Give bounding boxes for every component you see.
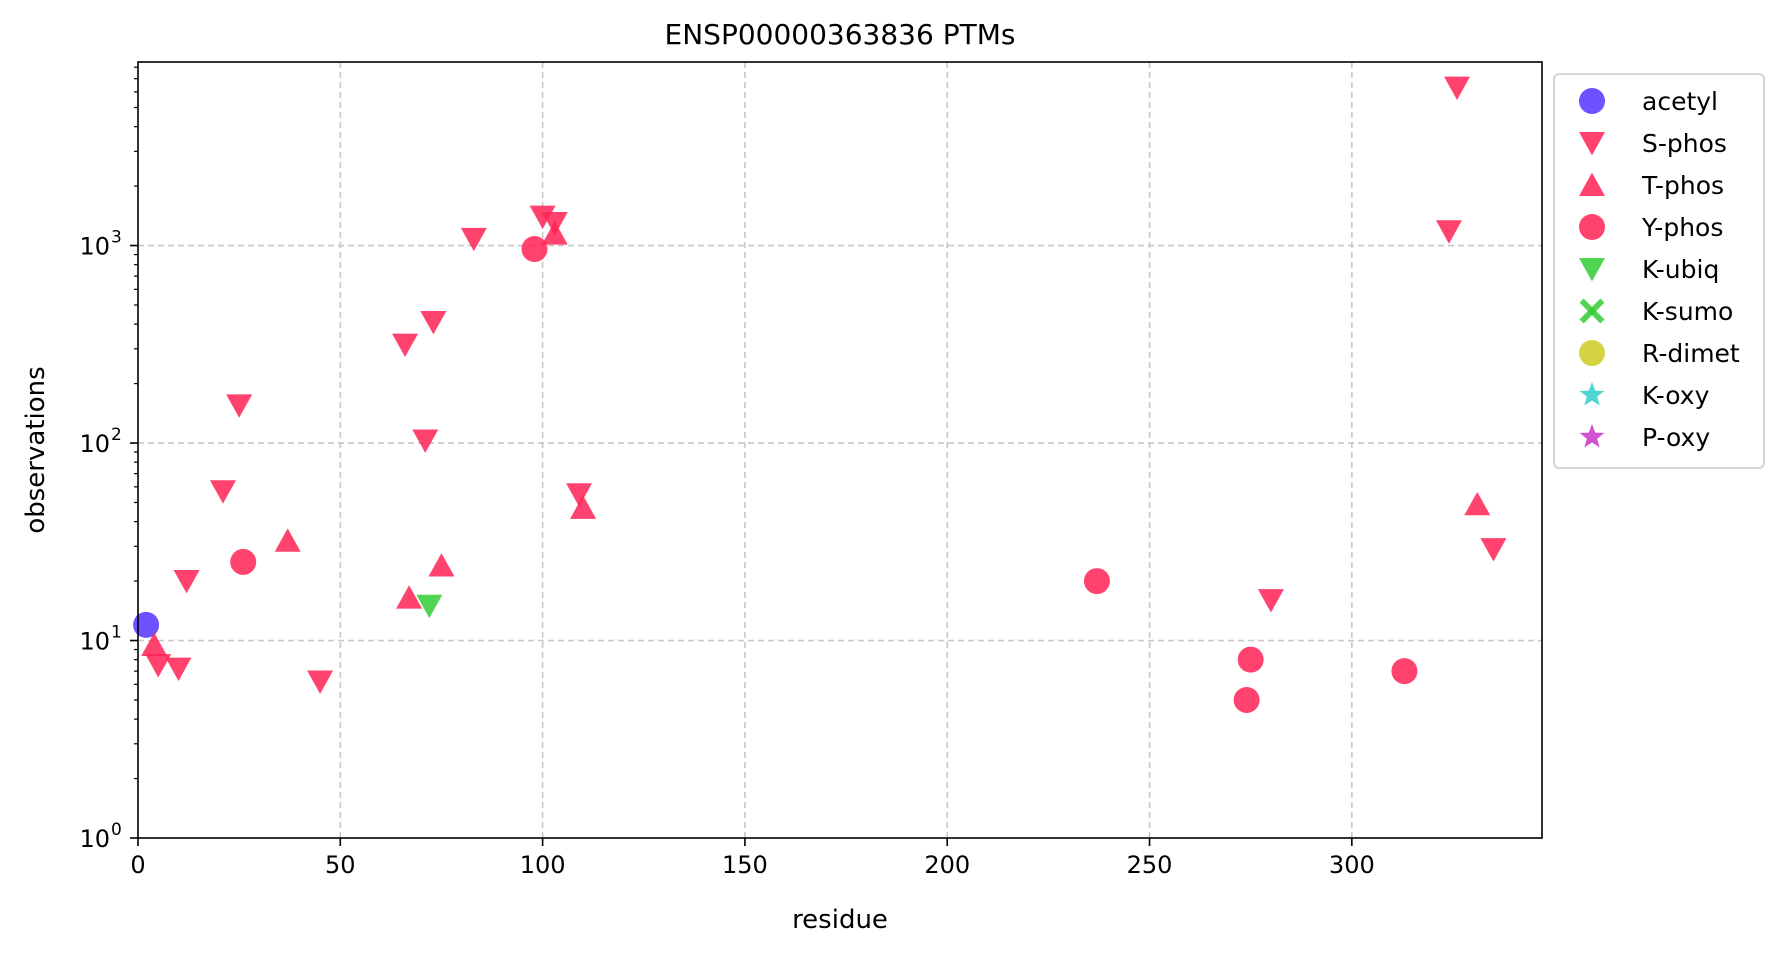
legend-marker-t-phos — [1579, 172, 1605, 197]
legend-marker-k-oxy — [1579, 382, 1605, 406]
legend-marker-acetyl — [1579, 88, 1605, 114]
point-s-phos — [307, 670, 334, 694]
point-y-phos — [1391, 658, 1418, 685]
point-s-phos — [209, 480, 236, 504]
point-s-phos — [1444, 76, 1471, 101]
x-tick-label: 300 — [1329, 851, 1375, 879]
legend-label-r-dimet: R-dimet — [1642, 339, 1740, 368]
x-tick-label: 200 — [924, 851, 970, 879]
y-tick-label: 10 — [79, 430, 110, 458]
y-tick-exponent: 3 — [111, 228, 122, 248]
legend-marker-p-oxy — [1579, 424, 1605, 448]
legend-label-k-sumo: K-sumo — [1642, 297, 1733, 326]
chart-title: ENSP00000363836 PTMs — [665, 18, 1016, 51]
point-y-phos — [230, 548, 257, 575]
data-points — [133, 76, 1507, 713]
y-tick-label: 10 — [79, 233, 110, 261]
point-s-phos — [460, 227, 487, 252]
point-t-phos — [396, 585, 423, 609]
legend-label-y-phos: Y-phos — [1641, 213, 1723, 242]
point-acetyl — [133, 611, 160, 638]
legend-marker-y-phos — [1579, 214, 1605, 240]
legend-marker-r-dimet — [1579, 340, 1605, 366]
point-s-phos — [420, 310, 447, 335]
legend-marker-s-phos — [1579, 131, 1605, 156]
point-t-phos — [141, 632, 168, 656]
legend-box — [1553, 73, 1765, 469]
point-y-phos — [1083, 568, 1110, 595]
x-tick-label: 100 — [520, 851, 566, 879]
point-s-phos — [392, 333, 419, 357]
grid — [138, 62, 1542, 838]
legend-marker-k-ubiq — [1579, 257, 1605, 282]
point-t-phos — [274, 528, 301, 552]
point-y-phos — [1237, 646, 1264, 673]
point-s-phos — [165, 657, 192, 682]
y-tick-exponent: 2 — [111, 425, 122, 445]
plot-frame — [137, 61, 1543, 839]
point-t-phos — [570, 495, 597, 519]
legend-label-k-ubiq: K-ubiq — [1642, 255, 1719, 284]
x-tick-label: 150 — [722, 851, 768, 879]
point-s-phos — [412, 429, 439, 453]
point-s-phos — [173, 570, 200, 594]
y-tick-label: 10 — [79, 825, 110, 853]
x-axis-label: residue — [792, 905, 888, 935]
point-t-phos — [1464, 491, 1491, 516]
y-axis-label: observations — [21, 366, 51, 533]
point-s-phos — [1480, 538, 1507, 562]
point-s-phos — [566, 483, 593, 507]
legend: acetyl S-phos T-phos Y-phos K-ubiq K-sumo R-di… — [1553, 73, 1765, 469]
point-y-phos — [521, 236, 548, 263]
legend-marker-k-sumo — [1579, 298, 1605, 324]
y-tick-exponent: 0 — [111, 820, 122, 840]
point-y-phos — [1233, 686, 1260, 713]
point-s-phos — [145, 654, 172, 678]
point-k-ubiq — [416, 594, 443, 619]
legend-marker-k-sumo-stroke — [1579, 298, 1605, 324]
legend-label-t-phos: T-phos — [1641, 171, 1724, 200]
point-t-phos — [541, 221, 568, 245]
point-s-phos — [1435, 220, 1462, 244]
x-tick-label: 50 — [325, 851, 356, 879]
legend-label-s-phos: S-phos — [1642, 129, 1727, 158]
point-s-phos — [226, 394, 253, 418]
x-tick-label: 0 — [130, 851, 145, 879]
x-tick-label: 250 — [1127, 851, 1173, 879]
legend-label-p-oxy: P-oxy — [1642, 423, 1710, 452]
y-tick-label: 10 — [79, 628, 110, 656]
point-s-phos — [1257, 589, 1284, 613]
legend-label-acetyl: acetyl — [1642, 87, 1718, 116]
point-s-phos — [529, 205, 556, 230]
y-tick-exponent: 1 — [111, 623, 122, 643]
legend-label-k-oxy: K-oxy — [1642, 381, 1710, 410]
point-t-phos — [428, 553, 455, 577]
